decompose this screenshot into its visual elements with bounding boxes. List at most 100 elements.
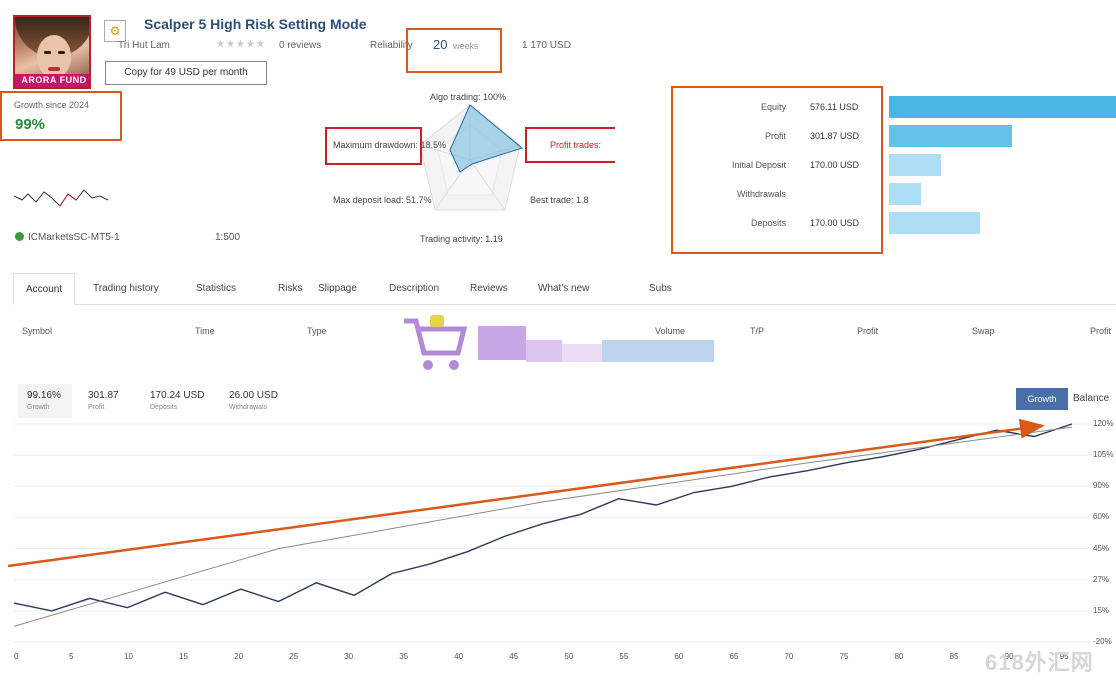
series-line-trend	[13, 426, 1073, 627]
x-tick-label: 0	[14, 652, 19, 661]
tab-account[interactable]: Account	[13, 273, 76, 305]
stat-bar	[889, 183, 921, 205]
leverage-highlight	[406, 28, 502, 73]
x-tick-label: 70	[784, 652, 794, 661]
summary-withdrawals-label: Withdrawals	[229, 404, 268, 411]
tab-statistics[interactable]: Statistics	[196, 283, 237, 294]
gain-value: 99%	[15, 116, 46, 133]
x-tick-label: 45	[509, 652, 519, 661]
tab-subscriptions[interactable]: Subs	[649, 283, 672, 294]
x-tick-label: 65	[729, 652, 739, 661]
x-tick-label: 50	[564, 652, 574, 661]
stat-value: 576.11 USD	[810, 102, 859, 112]
growth-sparkline	[14, 189, 109, 207]
chart-series	[13, 423, 1073, 627]
summary-growth-label: Growth	[27, 404, 50, 411]
summary-profit-label: Profit	[88, 404, 105, 411]
col-profit[interactable]: Profit	[857, 326, 879, 336]
y-tick-label: 90%	[1093, 481, 1110, 491]
profit-trades-highlight	[525, 127, 615, 163]
rating-stars-icon: ★★★★★	[216, 39, 266, 50]
stat-value: 170.00 USD	[810, 160, 860, 170]
account-status[interactable]: ICMarketsSC-MT5-1	[15, 232, 120, 243]
gain-label: Growth since 2024	[14, 100, 90, 110]
summary-withdrawals-value: 26.00 USD	[229, 390, 278, 401]
profit-trades-label: Profit trades:	[550, 140, 602, 150]
stat-value: 170.00 USD	[810, 218, 860, 228]
x-tick-label: 95	[1059, 652, 1069, 661]
trend-arrow	[7, 418, 1045, 568]
col-time[interactable]: Time	[195, 326, 215, 336]
series-line-growth	[13, 423, 1073, 612]
stat-value: 301.87 USD	[810, 131, 860, 141]
tab-trading-history[interactable]: Trading history	[93, 283, 159, 294]
x-tick-label: 35	[399, 652, 409, 661]
max-deposit-load-label: Max deposit load: 51.7%	[333, 195, 432, 205]
col-profit-2[interactable]: Profit	[1090, 326, 1112, 336]
avatar-banner: ARORA FUND	[15, 74, 89, 87]
summary-deposits-label: Deposits	[150, 404, 178, 411]
y-tick-label: 120%	[1093, 419, 1114, 428]
risk-radar-chart	[419, 104, 524, 211]
avatar-eye	[58, 51, 65, 54]
author-avatar[interactable]: ARORA FUND	[13, 15, 91, 89]
x-tick-label: 20	[234, 652, 244, 661]
avatar-lips	[48, 67, 60, 71]
tab-slippage[interactable]: Slippage	[318, 283, 357, 294]
x-tick-label: 25	[289, 652, 299, 661]
gain-highlight	[0, 91, 122, 141]
x-tick-label: 80	[894, 652, 904, 661]
author-name[interactable]: Tri Hut Lam	[118, 40, 170, 51]
stat-label: Equity	[760, 102, 786, 112]
stat-label: Deposits	[750, 218, 786, 228]
weeks-unit: weeks	[453, 41, 479, 51]
tab-bar: Account Trading history Statistics Risks…	[13, 273, 1116, 305]
summary-deposits-value: 170.24 USD	[150, 390, 205, 401]
trading-activity-label: Trading activity: 1.19	[420, 234, 503, 244]
tab-whats-new[interactable]: What's new	[538, 283, 590, 294]
summary-growth-value: 99.16%	[27, 390, 61, 401]
chart-grid	[14, 423, 1092, 643]
drawdown-highlight	[325, 127, 422, 165]
growth-toggle-button[interactable]: Growth	[1016, 388, 1068, 410]
empty-state-block	[562, 344, 602, 362]
col-volume[interactable]: Volume	[655, 326, 686, 336]
stat-bar	[889, 96, 1116, 118]
watermark-logo: 618外汇网	[985, 650, 1094, 675]
x-tick-label: 5	[69, 652, 74, 661]
x-tick-label: 60	[674, 652, 684, 661]
robot-icon: ⚙	[104, 20, 126, 42]
best-trade-label: Best trade: 1.8	[530, 195, 589, 205]
balance-toggle-button[interactable]: Balance	[1073, 393, 1110, 404]
copy-subscribe-button[interactable]: Copy for 49 USD per month	[105, 61, 267, 85]
x-tick-label: 10	[124, 652, 133, 661]
tab-reviews[interactable]: Reviews	[470, 283, 508, 294]
stat-label: Profit	[764, 131, 786, 141]
col-swap[interactable]: Swap	[972, 326, 995, 336]
signal-title[interactable]: Scalper 5 High Risk Setting Mode	[144, 16, 367, 32]
empty-cart-icon	[400, 315, 468, 373]
online-status-icon	[15, 232, 24, 241]
max-drawdown-label: Maximum drawdown: 18.5%	[333, 140, 447, 150]
tab-description[interactable]: Description	[389, 283, 440, 294]
reviews-count[interactable]: 0 reviews	[279, 40, 322, 51]
growth-chart	[7, 418, 1092, 643]
stat-bar	[889, 212, 980, 234]
empty-state-block	[478, 326, 526, 360]
tab-risks[interactable]: Risks	[278, 283, 303, 294]
x-tick-label: 85	[949, 652, 959, 661]
stat-label: Initial Deposit	[731, 160, 786, 170]
y-tick-label: 15%	[1093, 605, 1110, 615]
leverage-ratio: 1:500	[215, 232, 241, 243]
x-tick-label: 30	[344, 652, 354, 661]
x-tick-label: 15	[179, 652, 188, 661]
col-symbol[interactable]: Symbol	[22, 326, 53, 336]
stat-label: Withdrawals	[736, 189, 786, 199]
empty-state-block	[526, 340, 562, 362]
algo-trading-label: Algo trading: 100%	[430, 92, 507, 102]
x-tick-label: 40	[454, 652, 464, 661]
reliability-label: Reliability	[370, 40, 413, 51]
col-tp[interactable]: T/P	[750, 326, 765, 336]
x-tick-label: 90	[1004, 652, 1014, 661]
col-type[interactable]: Type	[307, 326, 327, 336]
